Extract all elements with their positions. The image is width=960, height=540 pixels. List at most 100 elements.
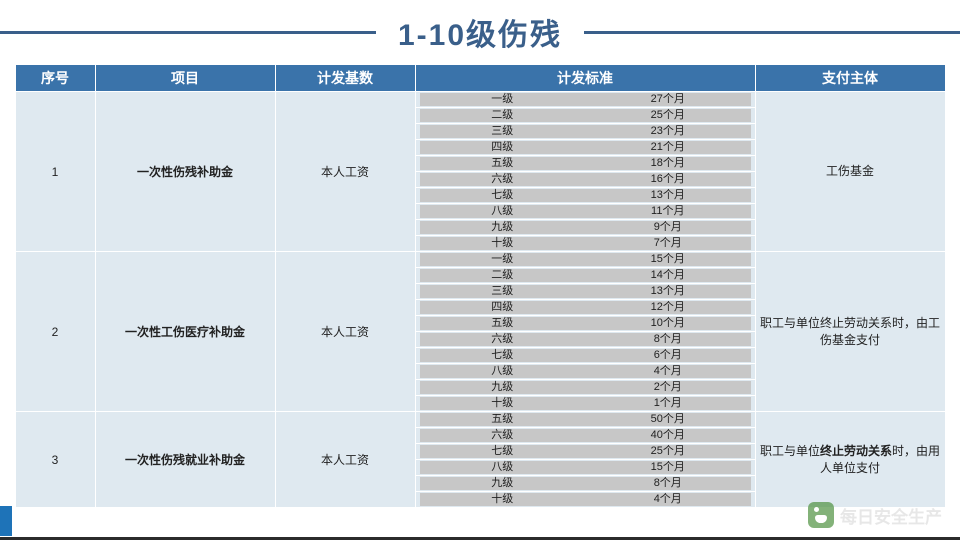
cell-seq: 3 [15, 412, 95, 508]
standard-level: 十级 [420, 237, 586, 250]
cell-standard: 五级18个月 [415, 156, 755, 172]
table-body: 1一次性伤残补助金本人工资一级27个月工伤基金二级25个月三级23个月四级21个… [15, 92, 945, 508]
title-rule-right [584, 31, 960, 34]
standard-months: 13个月 [585, 285, 751, 298]
standard-level: 三级 [420, 125, 586, 138]
cell-standard: 十级4个月 [415, 492, 755, 508]
standard-months: 8个月 [585, 477, 751, 490]
standard-months: 8个月 [585, 333, 751, 346]
cell-standard: 九级2个月 [415, 380, 755, 396]
title-row: 1-10级伤残 [0, 10, 960, 54]
cell-standard: 九级9个月 [415, 220, 755, 236]
cell-payer: 工伤基金 [755, 92, 945, 252]
standard-months: 2个月 [585, 381, 751, 394]
table-column-header: 计发基数 [275, 65, 415, 92]
cell-standard: 三级23个月 [415, 124, 755, 140]
standard-level: 十级 [420, 493, 586, 506]
standard-months: 11个月 [585, 205, 751, 218]
wechat-icon [808, 502, 834, 528]
standard-months: 1个月 [585, 397, 751, 410]
cell-standard: 八级11个月 [415, 204, 755, 220]
table-row: 1一次性伤残补助金本人工资一级27个月工伤基金 [15, 92, 945, 108]
standard-level: 六级 [420, 173, 586, 186]
cell-standard: 六级40个月 [415, 428, 755, 444]
cell-standard: 二级25个月 [415, 108, 755, 124]
standard-level: 七级 [420, 445, 586, 458]
cell-standard: 十级7个月 [415, 236, 755, 252]
cell-base: 本人工资 [275, 252, 415, 412]
standard-level: 五级 [420, 157, 586, 170]
cell-standard: 二级14个月 [415, 268, 755, 284]
standard-months: 40个月 [585, 429, 751, 442]
cell-standard: 六级16个月 [415, 172, 755, 188]
standard-months: 12个月 [585, 301, 751, 314]
cell-standard: 四级12个月 [415, 300, 755, 316]
standard-level: 一级 [420, 93, 586, 106]
cell-standard: 一级27个月 [415, 92, 755, 108]
table-row: 2一次性工伤医疗补助金本人工资一级15个月职工与单位终止劳动关系时，由工伤基金支… [15, 252, 945, 268]
standard-months: 50个月 [585, 413, 751, 426]
table-row: 3一次性伤残就业补助金本人工资五级50个月职工与单位终止劳动关系时，由用人单位支… [15, 412, 945, 428]
standard-months: 13个月 [585, 189, 751, 202]
page-title: 1-10级伤残 [376, 10, 584, 54]
cell-base: 本人工资 [275, 412, 415, 508]
standard-months: 4个月 [585, 493, 751, 506]
left-accent-bar [0, 506, 12, 536]
cell-standard: 九级8个月 [415, 476, 755, 492]
standard-level: 三级 [420, 285, 586, 298]
disability-table: 序号项目计发基数计发标准支付主体 1一次性伤残补助金本人工资一级27个月工伤基金… [15, 64, 946, 508]
cell-standard: 八级15个月 [415, 460, 755, 476]
cell-standard: 七级13个月 [415, 188, 755, 204]
standard-level: 六级 [420, 429, 586, 442]
cell-standard: 三级13个月 [415, 284, 755, 300]
cell-item: 一次性伤残补助金 [95, 92, 275, 252]
standard-months: 21个月 [585, 141, 751, 154]
standard-months: 7个月 [585, 237, 751, 250]
standard-months: 9个月 [585, 221, 751, 234]
standard-level: 十级 [420, 397, 586, 410]
standard-level: 九级 [420, 477, 586, 490]
standard-level: 七级 [420, 189, 586, 202]
cell-standard: 六级8个月 [415, 332, 755, 348]
standard-level: 八级 [420, 461, 586, 474]
standard-level: 七级 [420, 349, 586, 362]
table-column-header: 计发标准 [415, 65, 755, 92]
slide-page: 1-10级伤残 序号项目计发基数计发标准支付主体 1一次性伤残补助金本人工资一级… [0, 0, 960, 540]
cell-standard: 七级6个月 [415, 348, 755, 364]
watermark: 每日安全生产 [808, 502, 942, 528]
cell-standard: 七级25个月 [415, 444, 755, 460]
table-column-header: 序号 [15, 65, 95, 92]
cell-payer: 职工与单位终止劳动关系时，由用人单位支付 [755, 412, 945, 508]
standard-level: 五级 [420, 317, 586, 330]
cell-seq: 2 [15, 252, 95, 412]
cell-item: 一次性伤残就业补助金 [95, 412, 275, 508]
standard-months: 6个月 [585, 349, 751, 362]
standard-level: 五级 [420, 413, 586, 426]
standard-months: 4个月 [585, 365, 751, 378]
watermark-text: 每日安全生产 [840, 503, 942, 528]
standard-level: 六级 [420, 333, 586, 346]
cell-standard: 四级21个月 [415, 140, 755, 156]
cell-standard: 五级50个月 [415, 412, 755, 428]
cell-payer: 职工与单位终止劳动关系时，由工伤基金支付 [755, 252, 945, 412]
standard-months: 14个月 [585, 269, 751, 282]
standard-level: 二级 [420, 269, 586, 282]
standard-level: 四级 [420, 141, 586, 154]
standard-months: 23个月 [585, 125, 751, 138]
title-rule-left [0, 31, 376, 34]
standard-months: 15个月 [585, 461, 751, 474]
cell-standard: 十级1个月 [415, 396, 755, 412]
standard-level: 九级 [420, 221, 586, 234]
standard-months: 27个月 [585, 93, 751, 106]
table-header-row: 序号项目计发基数计发标准支付主体 [15, 65, 945, 92]
cell-standard: 五级10个月 [415, 316, 755, 332]
standard-months: 16个月 [585, 173, 751, 186]
standard-level: 九级 [420, 381, 586, 394]
standard-months: 25个月 [585, 445, 751, 458]
cell-item: 一次性工伤医疗补助金 [95, 252, 275, 412]
standard-level: 八级 [420, 205, 586, 218]
standard-level: 二级 [420, 109, 586, 122]
cell-seq: 1 [15, 92, 95, 252]
standard-months: 15个月 [585, 253, 751, 266]
table-column-header: 支付主体 [755, 65, 945, 92]
